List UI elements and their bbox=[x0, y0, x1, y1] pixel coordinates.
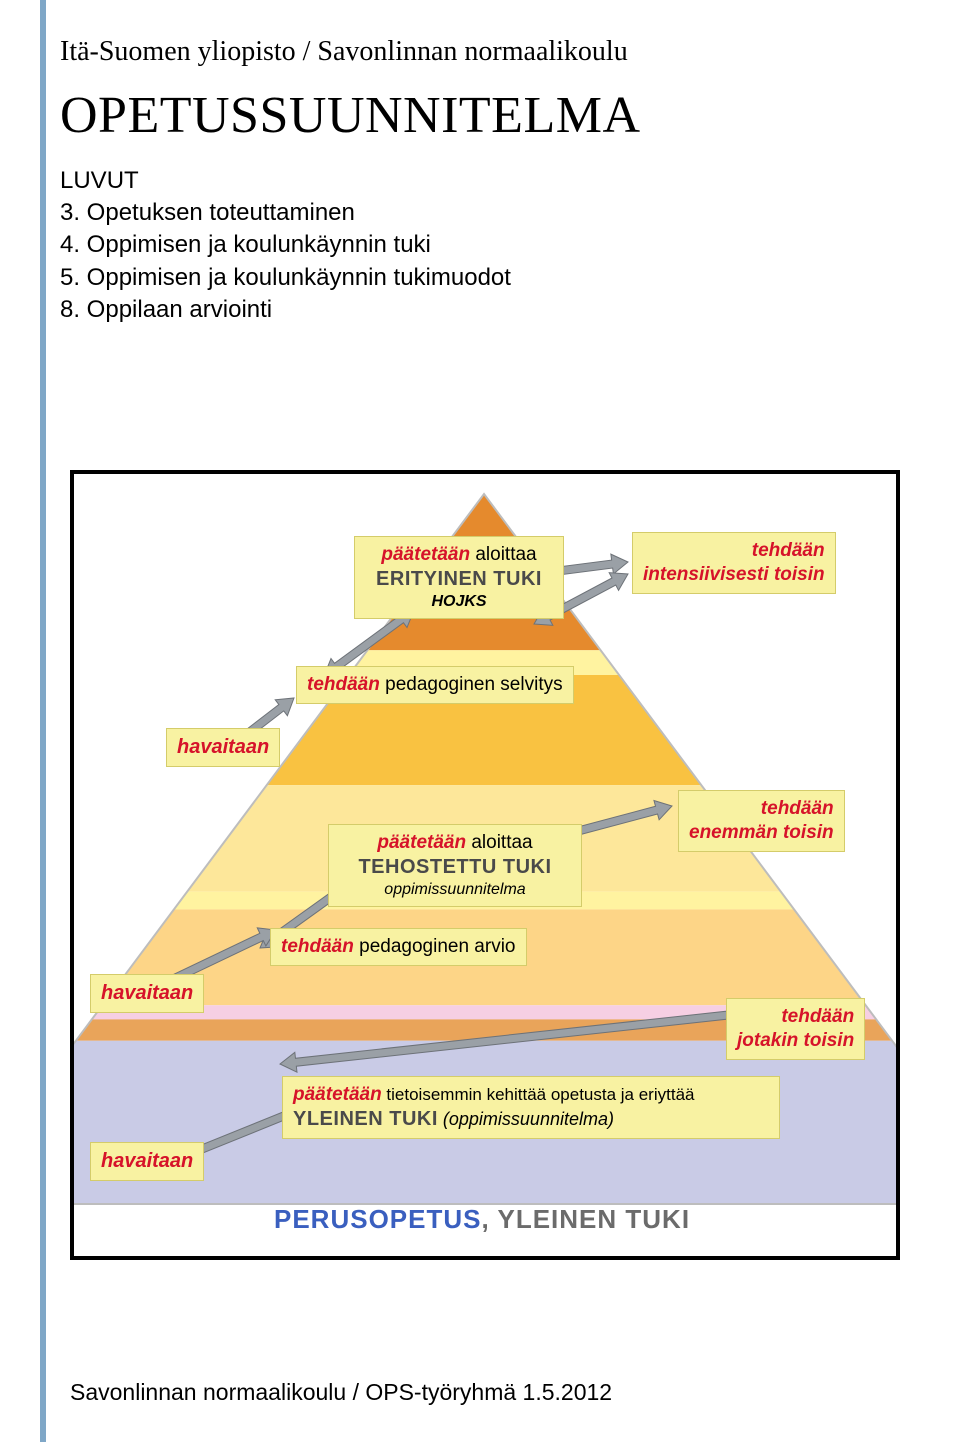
havaitaan-box: havaitaan bbox=[90, 1142, 204, 1181]
text: enemmän toisin bbox=[689, 821, 834, 845]
text: TEHOSTETTU TUKI bbox=[339, 855, 571, 880]
tier-tehostettu-box: päätetään aloittaa TEHOSTETTU TUKI oppim… bbox=[328, 824, 582, 907]
page-title: OPETUSSUUNNITELMA bbox=[60, 86, 912, 145]
pyramid-diagram: päätetään aloittaa ERITYINEN TUKI HOJKS … bbox=[70, 470, 900, 1260]
tehdaan-jotakin-box: tehdään jotakin toisin bbox=[726, 998, 865, 1060]
perusopetus-base-text: PERUSOPETUS, YLEINEN TUKI bbox=[274, 1204, 690, 1235]
text: jotakin toisin bbox=[737, 1029, 854, 1053]
luvut-item: 4. Oppimisen ja koulunkäynnin tuki bbox=[60, 229, 912, 261]
text: päätetään bbox=[381, 544, 470, 565]
text: tehdään bbox=[737, 1005, 854, 1029]
text: havaitaan bbox=[101, 1150, 193, 1172]
luvut-item: 5. Oppimisen ja koulunkäynnin tukimuodot bbox=[60, 262, 912, 294]
text: päätetään bbox=[293, 1084, 382, 1105]
text: ERITYINEN TUKI bbox=[365, 567, 553, 592]
footer-text: Savonlinnan normaalikoulu / OPS-työryhmä… bbox=[70, 1379, 612, 1406]
text: tehdään bbox=[281, 936, 354, 957]
page-left-rule bbox=[40, 0, 46, 1442]
pedagoginen-selvitys-box: tehdään pedagoginen selvitys bbox=[296, 666, 574, 704]
luvut-item: 8. Oppilaan arviointi bbox=[60, 294, 912, 326]
text: , YLEINEN TUKI bbox=[482, 1204, 691, 1234]
havaitaan-box: havaitaan bbox=[90, 974, 204, 1013]
tehdaan-enemman-box: tehdään enemmän toisin bbox=[678, 790, 845, 852]
text: HOJKS bbox=[365, 592, 553, 612]
text: PERUSOPETUS bbox=[274, 1204, 482, 1234]
luvut-item: 3. Opetuksen toteuttaminen bbox=[60, 197, 912, 229]
text: aloittaa bbox=[470, 544, 537, 565]
text: (oppimissuunnitelma) bbox=[438, 1109, 614, 1129]
text: tehdään bbox=[689, 797, 834, 821]
text: tehdään bbox=[307, 674, 380, 695]
text: pedagoginen selvitys bbox=[380, 674, 563, 695]
tehdaan-intensiivisesti-box: tehdään intensiivisesti toisin bbox=[632, 532, 836, 594]
pedagoginen-arvio-box: tehdään pedagoginen arvio bbox=[270, 928, 527, 966]
havaitaan-box: havaitaan bbox=[166, 728, 280, 767]
text: tietoisemmin kehittää opetusta ja eriytt… bbox=[382, 1085, 695, 1104]
text: tehdään bbox=[643, 539, 825, 563]
text: havaitaan bbox=[101, 982, 193, 1004]
text: aloittaa bbox=[466, 832, 533, 853]
text: YLEINEN TUKI bbox=[293, 1108, 438, 1130]
luvut-label: LUVUT bbox=[60, 167, 912, 195]
text: havaitaan bbox=[177, 736, 269, 758]
text: pedagoginen arvio bbox=[354, 936, 516, 957]
text: intensiivisesti toisin bbox=[643, 563, 825, 587]
header-line: Itä-Suomen yliopisto / Savonlinnan norma… bbox=[60, 36, 912, 68]
text: päätetään bbox=[377, 832, 466, 853]
tier-erityinen-box: päätetään aloittaa ERITYINEN TUKI HOJKS bbox=[354, 536, 564, 619]
tier-yleinen-box: päätetään tietoisemmin kehittää opetusta… bbox=[282, 1076, 780, 1139]
text: oppimissuunnitelma bbox=[339, 880, 571, 900]
